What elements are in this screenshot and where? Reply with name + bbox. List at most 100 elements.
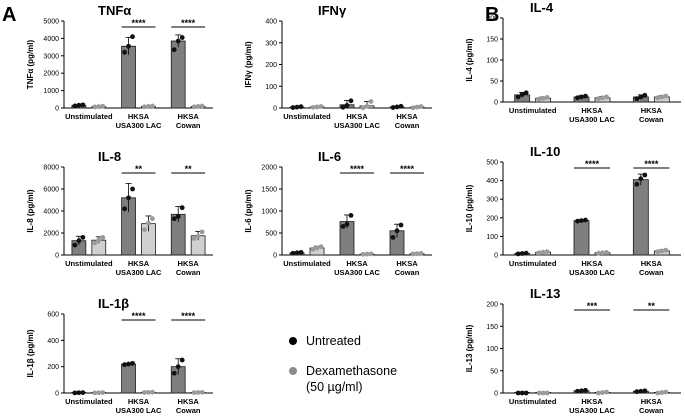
data-point-dexamethasone xyxy=(655,390,661,396)
data-point-untreated xyxy=(294,104,300,110)
data-point-dexamethasone xyxy=(663,247,669,253)
x-category-line: USA300 LAC xyxy=(569,268,615,277)
y-tick-label: 600 xyxy=(47,312,59,319)
x-category-label: Unstimulated xyxy=(509,397,557,406)
x-category-line: HKSA xyxy=(178,259,200,268)
y-tick-label: 6000 xyxy=(43,187,59,194)
x-category-line: Cowan xyxy=(639,406,664,415)
data-point-dexamethasone xyxy=(142,227,147,233)
data-point-dexamethasone xyxy=(310,246,316,252)
data-point-dexamethasone xyxy=(368,99,374,104)
data-point-dexamethasone xyxy=(659,390,665,395)
y-axis-label: IL-6 (pg/ml) xyxy=(244,189,253,232)
x-category-label: Unstimulated xyxy=(65,112,113,121)
chart-1: IFNγ 0 100 200 300 400 IFNγ (pg/ml) Unstimulate… xyxy=(244,3,432,130)
y-tick-label: 200 xyxy=(486,215,498,222)
chart-title: IFNγ xyxy=(318,3,347,18)
x-category-label: HKSA Cowan xyxy=(395,112,420,130)
x-category-line: Cowan xyxy=(395,268,420,277)
x-category-line: USA300 LAC xyxy=(116,268,162,277)
data-point-untreated xyxy=(642,92,648,98)
data-point-dexamethasone xyxy=(414,104,420,110)
data-point-dexamethasone xyxy=(92,390,98,396)
data-point-dexamethasone xyxy=(659,248,665,254)
data-point-dexamethasone xyxy=(310,104,316,110)
data-point-dexamethasone xyxy=(146,104,151,109)
chart-title: IL-10 xyxy=(530,144,560,159)
y-axis-label: IL-13 (pg/ml) xyxy=(465,324,474,372)
significance-label: **** xyxy=(181,18,196,28)
data-point-untreated xyxy=(298,104,304,110)
data-point-dexamethasone xyxy=(368,251,374,257)
data-point-untreated xyxy=(80,235,86,240)
data-point-untreated xyxy=(515,251,521,257)
y-tick-label: 300 xyxy=(265,40,277,47)
y-tick-label: 0 xyxy=(494,391,498,398)
data-point-untreated xyxy=(515,390,521,396)
data-point-dexamethasone xyxy=(360,105,366,111)
data-point-untreated xyxy=(523,250,529,256)
y-axis-label: IL-8 (pg/ml) xyxy=(26,189,35,232)
chart-title: IL-1β xyxy=(98,296,129,311)
data-point-untreated xyxy=(575,218,580,224)
data-point-untreated xyxy=(390,105,396,110)
data-point-dexamethasone xyxy=(596,250,601,256)
significance-label: **** xyxy=(350,164,365,174)
data-point-untreated xyxy=(298,249,304,255)
x-category-line: HKSA xyxy=(641,106,663,115)
x-category-label: Unstimulated xyxy=(509,106,557,115)
data-point-dexamethasone xyxy=(663,389,669,395)
data-point-dexamethasone xyxy=(191,104,197,110)
data-point-dexamethasone xyxy=(195,233,201,239)
y-tick-label: 0 xyxy=(273,106,277,113)
data-point-dexamethasone xyxy=(536,96,542,102)
bar-untreated xyxy=(121,363,136,394)
data-point-dexamethasone xyxy=(655,249,661,255)
data-point-untreated xyxy=(76,238,82,244)
data-point-dexamethasone xyxy=(92,104,98,110)
chart-title: IL-4 xyxy=(530,0,554,15)
data-point-untreated xyxy=(523,90,529,96)
data-point-untreated xyxy=(126,195,131,201)
data-point-dexamethasone xyxy=(199,389,205,395)
data-point-untreated xyxy=(171,216,177,222)
chart-title: IL-8 xyxy=(98,149,121,164)
panel-label-b: B xyxy=(485,4,499,26)
data-point-untreated xyxy=(348,98,354,104)
y-tick-label: 100 xyxy=(486,234,498,241)
x-category-label: HKSA Cowan xyxy=(639,106,664,124)
significance-label: ** xyxy=(135,164,143,174)
chart-title: IL-13 xyxy=(530,286,560,301)
legend-dexamethasone-dose: (50 µg/ml) xyxy=(306,380,363,394)
data-point-untreated xyxy=(171,47,177,53)
x-category-label: HKSA USA300 LAC xyxy=(334,259,380,277)
y-tick-label: 300 xyxy=(486,197,498,204)
x-category-line: HKSA xyxy=(641,259,663,268)
data-point-dexamethasone xyxy=(150,389,155,395)
x-category-label: HKSA Cowan xyxy=(176,259,201,277)
data-point-dexamethasone xyxy=(596,390,601,396)
data-point-untreated xyxy=(122,362,127,368)
chart-4: IL-6 0 500 1000 1500 2000 IL-6 (pg/ml) Unstimul… xyxy=(244,149,432,277)
legend-untreated-marker xyxy=(289,337,297,345)
data-point-untreated xyxy=(344,102,350,108)
x-category-label: Unstimulated xyxy=(65,259,113,268)
x-category-line: HKSA xyxy=(581,106,603,115)
y-tick-label: 0 xyxy=(55,253,59,260)
x-category-line: Unstimulated xyxy=(65,259,113,268)
y-axis-label: IL-1β (pg/ml) xyxy=(26,329,35,377)
data-point-dexamethasone xyxy=(604,389,609,395)
data-point-untreated xyxy=(638,388,644,394)
y-tick-label: 4000 xyxy=(43,209,59,216)
data-point-untreated xyxy=(340,224,346,229)
chart-3: IL-8 0 2000 4000 6000 8000 IL-8 (pg/ml) Unstimu… xyxy=(26,149,213,277)
legend-dexamethasone-marker xyxy=(289,367,297,375)
y-axis-label: TNFα (pg/ml) xyxy=(26,39,35,89)
chart-6: IL-1β 0 200 400 600 IL-1β (pg/ml) Unstimulated… xyxy=(26,296,213,415)
data-point-dexamethasone xyxy=(360,251,366,257)
y-tick-label: 0 xyxy=(494,253,498,260)
x-category-label: Unstimulated xyxy=(283,259,331,268)
data-point-dexamethasone xyxy=(100,390,106,396)
x-category-line: HKSA xyxy=(641,397,663,406)
